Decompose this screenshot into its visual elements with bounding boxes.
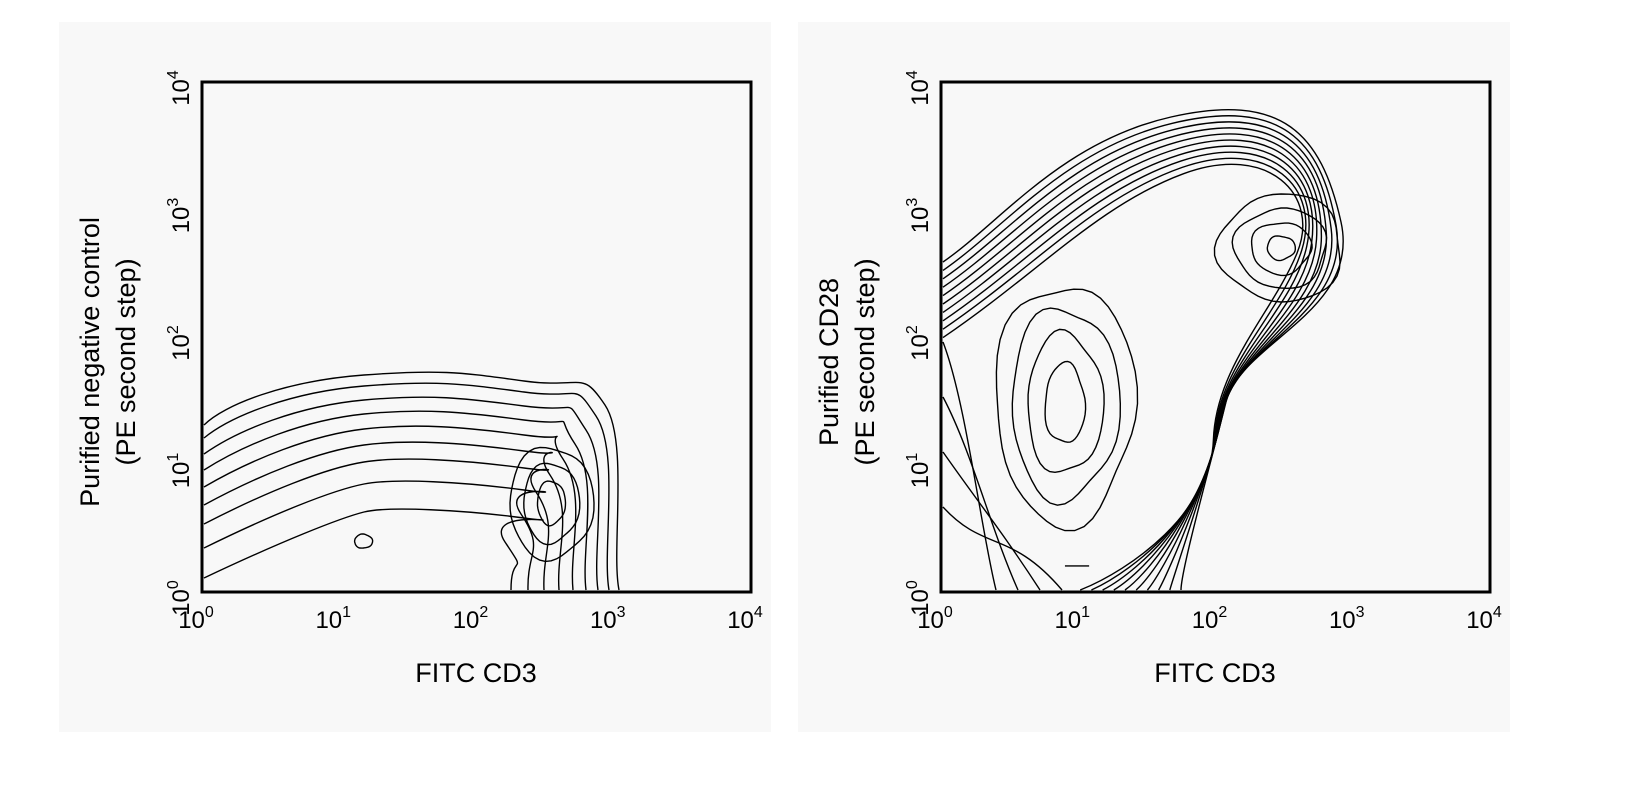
contour-loop	[536, 480, 567, 527]
contour-loop	[523, 462, 581, 546]
contour-lines	[942, 109, 1344, 591]
contour-loop	[1231, 207, 1328, 290]
contour-loop	[1266, 235, 1296, 262]
contour-line	[203, 371, 620, 591]
plot-frame	[939, 80, 1492, 594]
plot-frame	[200, 80, 753, 594]
y-tick-label: 100	[904, 580, 934, 616]
y-tick-label: 102	[904, 325, 934, 361]
contour-loop	[1011, 307, 1122, 506]
contour-line	[203, 425, 577, 591]
contour-lines	[203, 371, 620, 591]
x-tick-label: 103	[590, 604, 626, 634]
contour-line	[942, 506, 1063, 591]
y-tick-label: 102	[165, 325, 195, 361]
y-axis-label-line1: Purified CD28	[814, 278, 844, 446]
y-tick-labels: 100 101 102 103 104	[165, 70, 195, 616]
x-tick-labels: 100 101 102 103 104	[917, 604, 1502, 634]
contour-line	[203, 396, 600, 591]
contour-line	[203, 480, 547, 591]
x-tick-label: 102	[1192, 604, 1228, 634]
y-tick-label: 101	[904, 453, 934, 489]
contour-loop	[1027, 328, 1105, 474]
y-tick-label: 103	[904, 198, 934, 234]
contour-line	[942, 396, 1019, 591]
contour-loop	[1213, 193, 1341, 303]
x-tick-labels: 100 101 102 103 104	[178, 604, 763, 634]
contour-line	[203, 508, 544, 591]
x-tick-label: 103	[1329, 604, 1365, 634]
x-tick-label: 104	[1466, 604, 1502, 634]
contour-line	[942, 451, 1041, 591]
contour-plot-cd28: 100 101 102 103 104 100 101 102 103 104 FITC CD3…	[814, 70, 1502, 688]
x-tick-label: 102	[453, 604, 489, 634]
contour-line	[203, 441, 564, 591]
contour-line	[203, 382, 610, 591]
chart-panel-cd28: 100 101 102 103 104 100 101 102 103 104 FITC CD3…	[798, 22, 1510, 732]
y-tick-label: 103	[165, 198, 195, 234]
x-tick-label: 104	[727, 604, 763, 634]
contour-loop	[1250, 222, 1313, 277]
contour-line	[203, 458, 550, 591]
x-axis-label: FITC CD3	[1154, 658, 1276, 688]
y-axis-label-line2: (PE second step)	[111, 258, 141, 465]
contour-line	[942, 163, 1304, 591]
y-tick-label: 101	[165, 453, 195, 489]
y-tick-label: 104	[165, 70, 195, 106]
x-tick-label: 101	[1054, 604, 1090, 634]
x-tick-label: 101	[315, 604, 351, 634]
y-axis-label-line2: (PE second step)	[850, 258, 880, 465]
contour-loop	[509, 446, 595, 563]
contour-loop	[353, 533, 374, 549]
contour-plot-negative-control: 100 101 102 103 104 100 101 102 103 104 FITC CD3…	[75, 70, 763, 688]
chart-panel-negative-control: 100 101 102 103 104 100 101 102 103 104 FITC CD3…	[59, 22, 771, 732]
contour-line	[203, 410, 589, 591]
y-tick-label: 104	[904, 70, 934, 106]
contour-loop	[995, 288, 1139, 532]
y-tick-label: 100	[165, 580, 195, 616]
contour-loop	[1044, 360, 1087, 443]
x-axis-label: FITC CD3	[415, 658, 537, 688]
contour-line	[942, 157, 1307, 591]
y-tick-labels: 100 101 102 103 104	[904, 70, 934, 616]
y-axis-label-line1: Purified negative control	[75, 217, 105, 507]
